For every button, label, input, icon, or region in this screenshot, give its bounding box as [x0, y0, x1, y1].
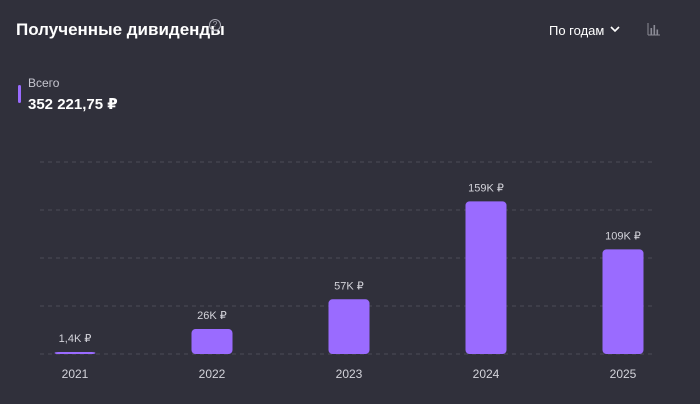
bar-2022[interactable]	[191, 329, 233, 354]
bar-value-label: 109K ₽	[605, 230, 641, 242]
x-tick-label: 2024	[473, 367, 500, 381]
bar-2023[interactable]	[328, 299, 370, 354]
bar-value-label: 57K ₽	[334, 280, 364, 292]
x-tick-label: 2022	[199, 367, 226, 381]
bar-2024[interactable]	[465, 201, 507, 354]
total-marker	[18, 85, 21, 103]
bar-value-label: 1,4K ₽	[59, 333, 92, 345]
period-select[interactable]: По годам	[549, 23, 605, 38]
page-title: Полученные дивиденды	[16, 20, 225, 39]
x-tick-label: 2025	[610, 367, 637, 381]
dividends-chart: 1,4K ₽ 2021 26K ₽ 2022 57K ₽ 2023 159K ₽ 2024 10…	[0, 150, 700, 390]
chevron-down-icon[interactable]	[609, 23, 621, 35]
total-label: Всего	[28, 76, 60, 90]
header: Полученные дивиденды ? По годам	[16, 18, 684, 46]
bar-2025[interactable]	[602, 249, 644, 354]
dividends-chart-svg: 1,4K ₽ 2021 26K ₽ 2022 57K ₽ 2023 159K ₽ 2024 10…	[40, 161, 655, 381]
question-circle-icon[interactable]: ?	[209, 19, 221, 31]
x-tick-label: 2021	[62, 367, 89, 381]
x-tick-label: 2023	[336, 367, 363, 381]
total-value: 352 221,75 ₽	[28, 96, 118, 113]
bar-value-label: 26K ₽	[197, 310, 227, 322]
bar-chart-icon[interactable]	[647, 22, 661, 36]
bar-value-label: 159K ₽	[468, 182, 504, 194]
bar-2021[interactable]	[54, 352, 96, 354]
